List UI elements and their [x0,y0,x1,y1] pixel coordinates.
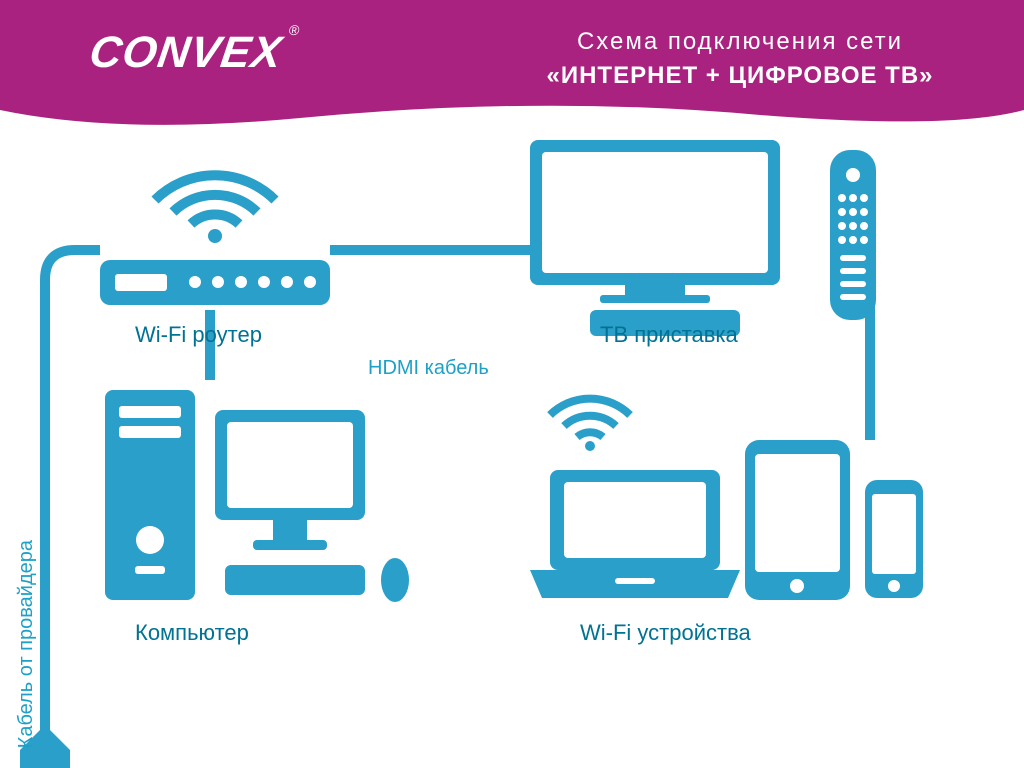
computer-icon [105,390,409,602]
wifi-label: Wi-Fi устройства [580,620,840,646]
diagram-canvas [0,0,1024,768]
tv-label: ТВ приставка [600,322,820,348]
wifi-devices-icon [530,399,923,600]
pc-label: Компьютер [135,620,335,646]
tv-settop-icon [530,140,876,336]
router-icon [100,175,330,305]
router-label: Wi-Fi роутер [135,322,315,348]
edge-provider-cable [45,250,100,740]
hdmi-cable-label: HDMI кабель [368,357,508,380]
provider-cable-label: Кабель от провайдера [15,540,39,748]
